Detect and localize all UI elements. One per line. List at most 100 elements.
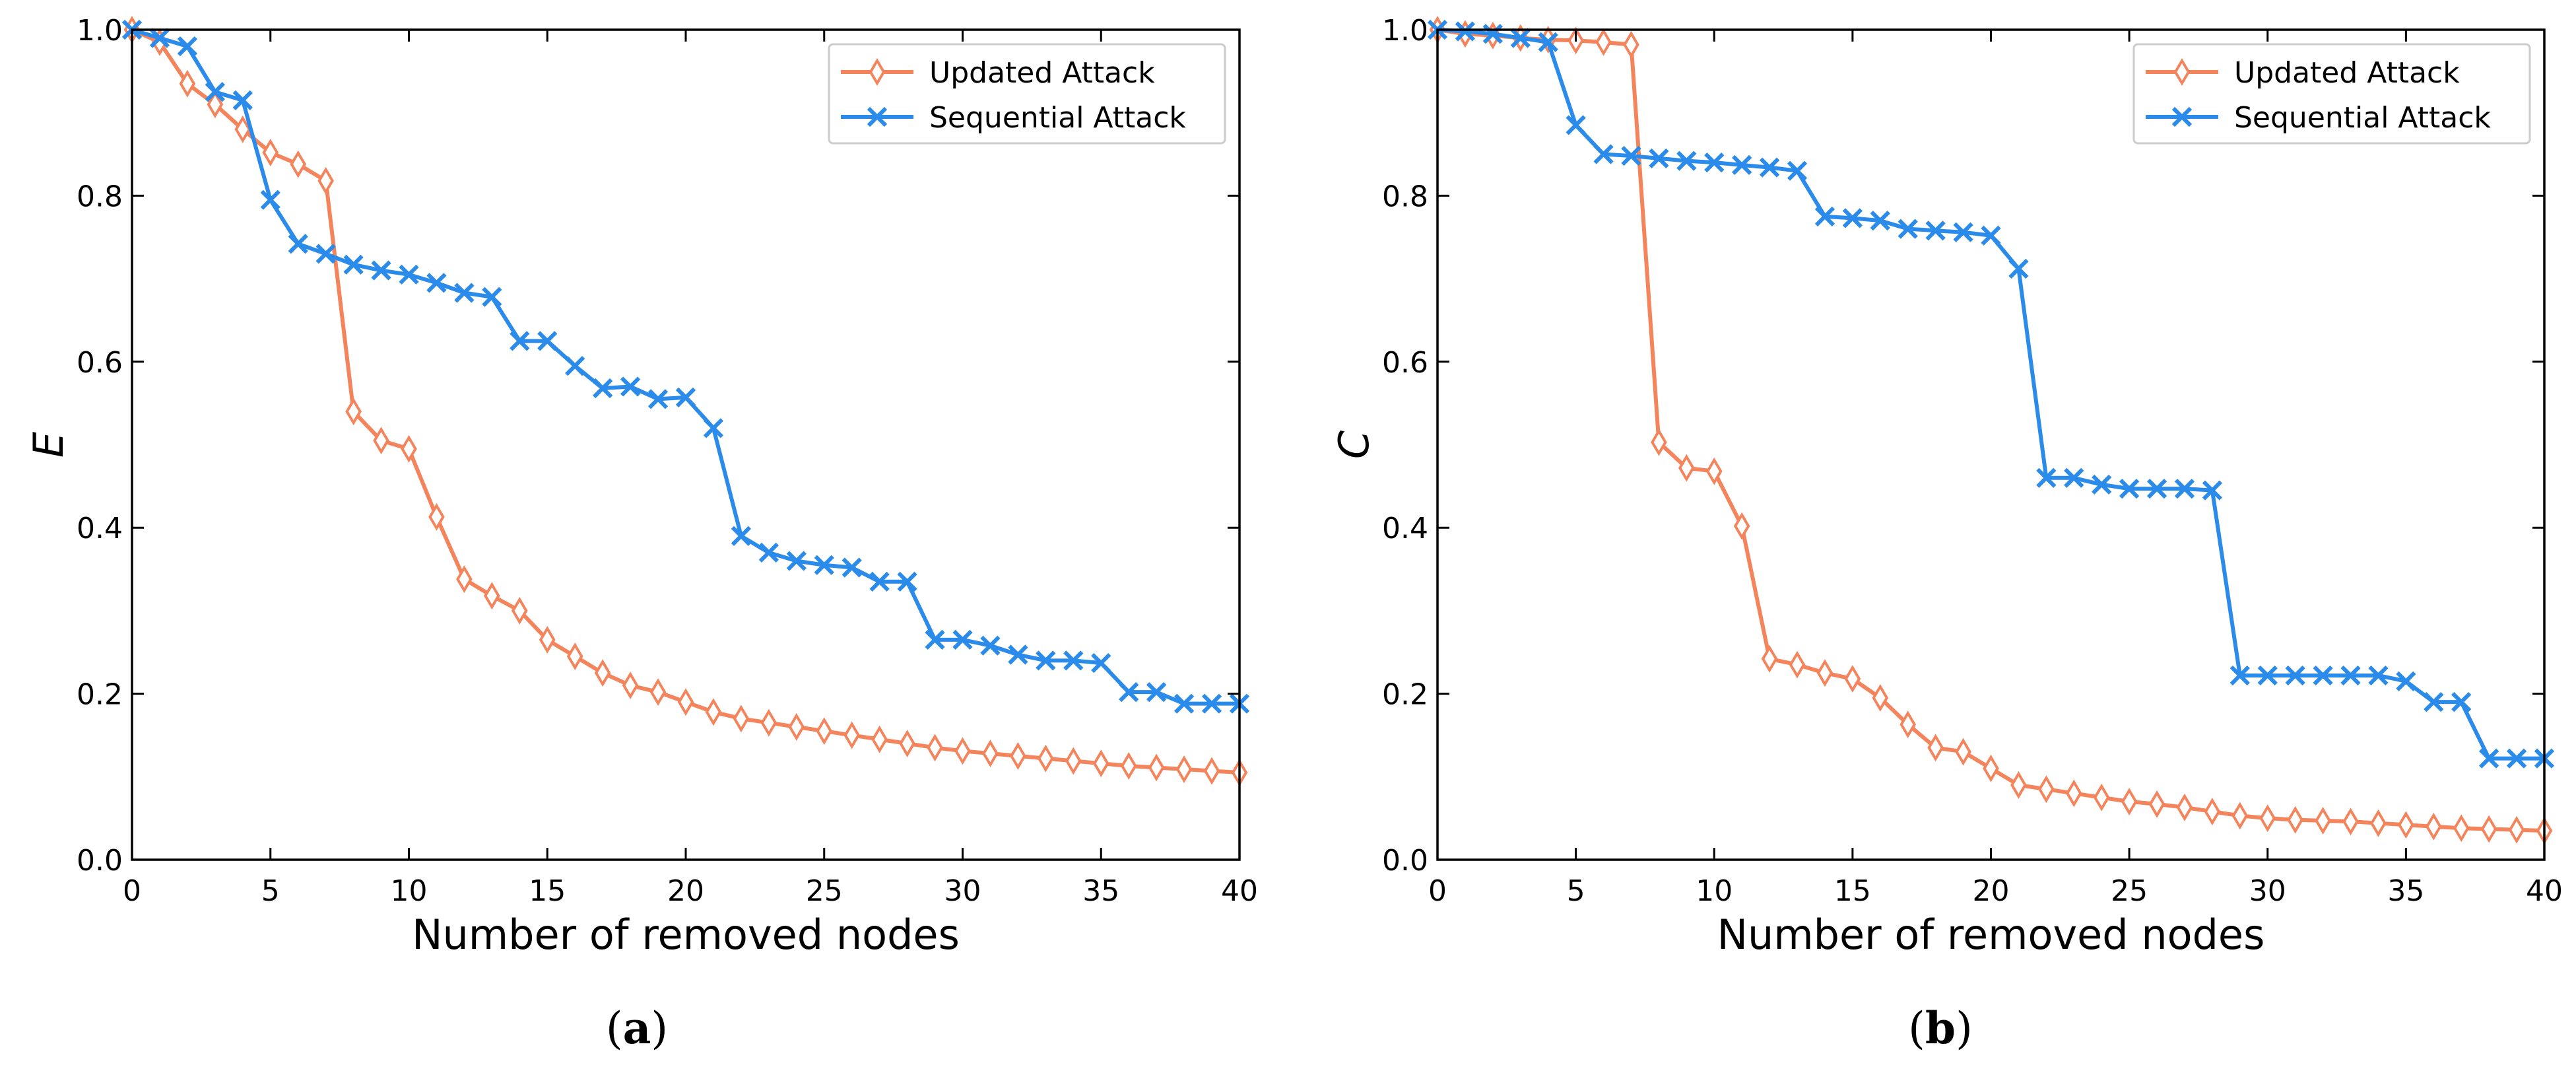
y-tick-label: 0.8 xyxy=(1382,180,1428,213)
sequential-attack-point xyxy=(1842,208,1863,228)
updated-attack-point xyxy=(1623,30,1639,59)
caption-paren: ) xyxy=(651,1003,668,1054)
updated-attack-point xyxy=(2453,814,2470,843)
updated-attack-point xyxy=(2065,779,2082,808)
sequential-attack-point xyxy=(1787,160,1808,181)
sequential-attack-point xyxy=(454,283,475,303)
x-tick-label: 5 xyxy=(1567,874,1585,908)
sequential-attack-point xyxy=(2285,665,2305,686)
sequential-attack-point xyxy=(510,331,530,351)
legend-entry-label: Sequential Attack xyxy=(929,101,1186,135)
y-tick-label: 0.0 xyxy=(77,844,123,878)
updated-attack-point xyxy=(760,709,777,737)
sequential-attack-point xyxy=(980,635,1001,656)
sequential-attack-point xyxy=(786,551,807,571)
x-tick-label: 35 xyxy=(1082,874,1119,908)
updated-attack-point xyxy=(1789,650,1806,679)
updated-attack-point xyxy=(2370,809,2387,837)
updated-attack-point xyxy=(1595,28,1612,56)
sequential-attack-point xyxy=(482,287,502,307)
updated-attack-point xyxy=(345,398,362,426)
updated-attack-point xyxy=(1065,747,1082,775)
sequential-attack-point xyxy=(2119,478,2140,499)
y-tick-label: 0.2 xyxy=(1382,678,1428,712)
updated-attack-point xyxy=(1651,428,1667,456)
updated-attack-point xyxy=(899,730,915,757)
y-tick-label: 1.0 xyxy=(1382,14,1428,48)
sequential-attack-point xyxy=(232,90,253,110)
legend-marker xyxy=(867,106,888,127)
legend-entry-label: Updated Attack xyxy=(2234,56,2460,90)
x-tick-label: 40 xyxy=(2526,874,2563,908)
updated-attack-point xyxy=(705,698,722,726)
legend-marker xyxy=(869,58,886,86)
sequential-attack-point xyxy=(869,571,890,592)
updated-attack-point xyxy=(2287,806,2303,834)
sequential-attack-point xyxy=(2396,671,2416,691)
sequential-attack-point xyxy=(1649,148,1669,168)
x-tick-label: 30 xyxy=(944,874,981,908)
legend-marker xyxy=(2173,58,2191,86)
updated-attack-point xyxy=(2093,783,2110,812)
sequential-attack-point xyxy=(2257,665,2278,686)
y-tick-label: 1.0 xyxy=(77,14,123,48)
y-tick-label: 0.6 xyxy=(1382,346,1428,380)
x-tick-label: 5 xyxy=(261,874,280,908)
x-axis-label: Number of removed nodes xyxy=(1717,911,2265,959)
sequential-attack-point xyxy=(758,542,779,563)
caption-paren: ) xyxy=(1956,1003,1973,1054)
updated-attack-point xyxy=(1983,754,1999,782)
updated-attack-point xyxy=(1955,738,1971,766)
updated-attack-point xyxy=(649,678,667,707)
sequential-attack-point xyxy=(399,264,419,285)
sequential-attack-point xyxy=(1119,681,1139,703)
y-tick-label: 0.2 xyxy=(77,678,123,712)
sequential-attack-point xyxy=(343,254,364,275)
x-tick-label: 10 xyxy=(1696,874,1733,908)
sequential-attack-point xyxy=(593,378,613,399)
sequential-attack-point xyxy=(1704,152,1725,173)
sequential-attack-point xyxy=(731,526,752,546)
legend-entry-label: Updated Attack xyxy=(929,56,1155,90)
caption-paren: ( xyxy=(606,1003,623,1054)
updated-attack-point xyxy=(788,712,805,741)
sequential-attack-point xyxy=(177,36,198,57)
sequential-attack-point xyxy=(2506,748,2527,769)
sequential-attack-point xyxy=(842,557,862,578)
legend-box xyxy=(828,43,1226,145)
updated-attack-point xyxy=(2231,802,2249,830)
sequential-attack-point xyxy=(925,629,945,650)
updated-attack-point xyxy=(1203,757,1220,785)
sequential-attack-point xyxy=(149,28,170,48)
sequential-attack-point xyxy=(1593,144,1614,164)
updated-attack-point xyxy=(1899,710,1917,739)
updated-attack-point xyxy=(2398,811,2414,839)
y-tick-label: 0.4 xyxy=(1382,512,1428,545)
updated-attack-point xyxy=(677,688,694,716)
caption-letter: b xyxy=(1925,1002,1956,1054)
sequential-attack-point xyxy=(1566,115,1586,135)
sequential-attack-point xyxy=(205,82,225,102)
updated-attack-point xyxy=(1038,744,1054,773)
updated-attack-point xyxy=(622,672,639,699)
sequential-attack-point xyxy=(1008,644,1028,665)
legend-entry-label: Sequential Attack xyxy=(2234,101,2491,135)
updated-attack-point xyxy=(594,659,611,687)
sequential-attack-point xyxy=(1063,650,1084,671)
updated-attack-point xyxy=(843,721,861,749)
updated-attack-point xyxy=(816,717,833,745)
sequential-attack-point xyxy=(1953,222,1973,242)
sequential-attack-point xyxy=(1455,21,1476,42)
sequential-attack-point xyxy=(260,190,281,210)
sequential-attack-point xyxy=(675,387,696,407)
updated-attack-point xyxy=(1844,665,1861,693)
x-tick-label: 20 xyxy=(667,874,704,908)
x-tick-label: 25 xyxy=(2111,874,2148,908)
x-tick-label: 20 xyxy=(1973,874,2010,908)
legend-marker xyxy=(2171,106,2193,127)
sequential-attack-point xyxy=(426,273,447,293)
sequential-attack-point xyxy=(2229,665,2250,686)
sequential-attack-point xyxy=(1538,32,1558,52)
updated-attack-point xyxy=(2204,798,2221,826)
updated-attack-point xyxy=(2038,775,2055,804)
